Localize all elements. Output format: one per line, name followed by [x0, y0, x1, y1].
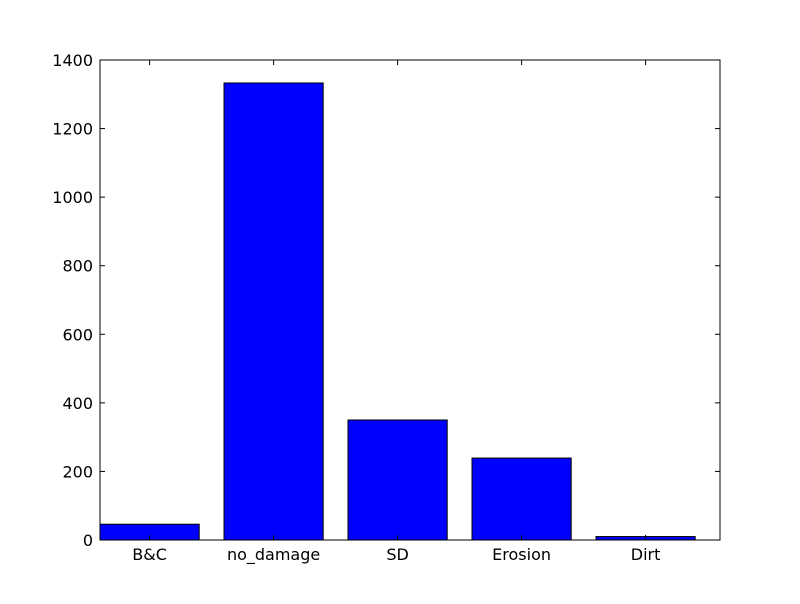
y-tick-label: 400 — [62, 394, 93, 413]
bars-group — [99, 82, 696, 541]
bar-erosion — [471, 457, 572, 541]
y-tick-label: 1400 — [52, 51, 93, 70]
x-tick-label: SD — [386, 545, 408, 564]
y-tick-label: 600 — [62, 325, 93, 344]
y-tick-label: 1200 — [52, 120, 93, 139]
x-tick-label: B&C — [132, 545, 167, 564]
bar-no-damage — [223, 82, 324, 541]
y-tick-label: 0 — [83, 531, 93, 550]
y-tick-label: 800 — [62, 257, 93, 276]
x-tick-label: Dirt — [631, 545, 661, 564]
plot-frame — [99, 59, 721, 541]
y-tick-label: 200 — [62, 462, 93, 481]
bar-sd — [347, 419, 448, 541]
x-tick-label: no_damage — [227, 545, 320, 565]
y-tick-label: 1000 — [52, 188, 93, 207]
x-tick-label: Erosion — [492, 545, 551, 564]
tick-labels-group: B&C no_damage SD Erosion Dirt 0 200 400 600 800 10… — [52, 51, 660, 565]
